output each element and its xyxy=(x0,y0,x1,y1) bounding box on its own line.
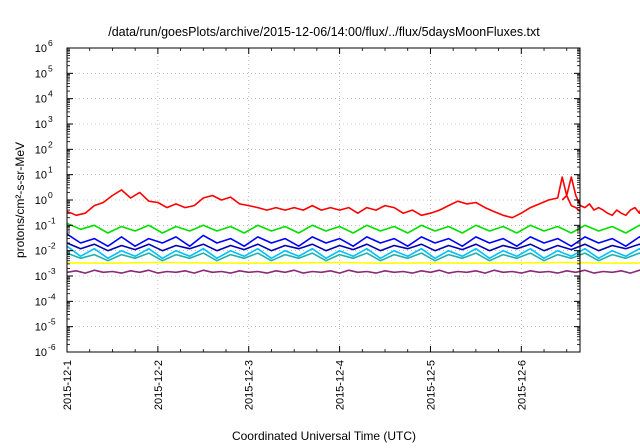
y-tick-label: 10 xyxy=(35,119,47,131)
series-line-3 xyxy=(66,222,640,234)
x-tick-labels: 2015-12-1 2015-12-2 2015-12-3 2015-12-4 2015… xyxy=(62,360,528,410)
y-tick-exponent: -5 xyxy=(48,317,56,327)
series-line-1 xyxy=(66,176,581,219)
y-tick-label: 10 xyxy=(35,94,47,106)
axis-ticks xyxy=(66,47,580,353)
y-axis-label: protons/cm²-s-sr-MeV xyxy=(13,142,27,258)
x-tick-label: 2015-12-6 xyxy=(516,360,528,410)
y-tick-label: 10 xyxy=(35,296,47,308)
y-tick-label: 10 xyxy=(35,246,47,258)
grid-layer xyxy=(67,48,580,352)
x-axis-label: Coordinated Universal Time (UTC) xyxy=(232,429,416,443)
y-tick-label: 10 xyxy=(35,271,47,283)
series-line-4 xyxy=(66,245,640,260)
y-tick-exponent: 6 xyxy=(48,38,53,48)
y-tick-exponent: 5 xyxy=(48,63,53,73)
x-tick-label: 2015-12-1 xyxy=(62,360,74,410)
y-tick-label: 10 xyxy=(35,195,47,207)
y-tick-label: 10 xyxy=(35,322,47,334)
y-tick-exponent: 0 xyxy=(48,190,53,200)
series-line-7 xyxy=(66,252,640,262)
x-tick-label: 2015-12-5 xyxy=(425,360,437,410)
y-tick-exponent: 3 xyxy=(48,114,53,124)
chart-title: /data/run/goesPlots/archive/2015-12-06/1… xyxy=(108,25,540,39)
y-tick-exponent: -6 xyxy=(48,342,56,352)
y-tick-label: 10 xyxy=(35,144,47,156)
y-tick-exponent: -3 xyxy=(48,266,56,276)
series-line-5 xyxy=(66,233,640,247)
y-tick-exponent: -1 xyxy=(48,215,56,225)
y-tick-exponent: -4 xyxy=(48,291,56,301)
y-tick-label: 10 xyxy=(35,170,47,182)
x-tick-label: 2015-12-3 xyxy=(244,360,256,410)
y-tick-exponent: 4 xyxy=(48,89,53,99)
y-tick-exponent: -2 xyxy=(48,241,56,251)
y-tick-label: 10 xyxy=(35,220,47,232)
x-tick-label: 2015-12-2 xyxy=(153,360,165,410)
y-tick-label: 10 xyxy=(35,347,47,359)
series-line-8 xyxy=(66,261,640,265)
y-tick-exponent: 1 xyxy=(48,165,53,175)
y-tick-label: 10 xyxy=(35,43,47,55)
series-line-9 xyxy=(66,269,640,274)
series-layer xyxy=(66,176,640,274)
y-tick-label: 10 xyxy=(35,68,47,80)
y-tick-exponent: 2 xyxy=(48,139,53,149)
series-line-6 xyxy=(66,242,640,252)
x-tick-label: 2015-12-4 xyxy=(335,360,347,410)
y-tick-labels: 10 -610 -510 -410 -310 -210 -110 010 110 210 310 41… xyxy=(35,38,56,359)
